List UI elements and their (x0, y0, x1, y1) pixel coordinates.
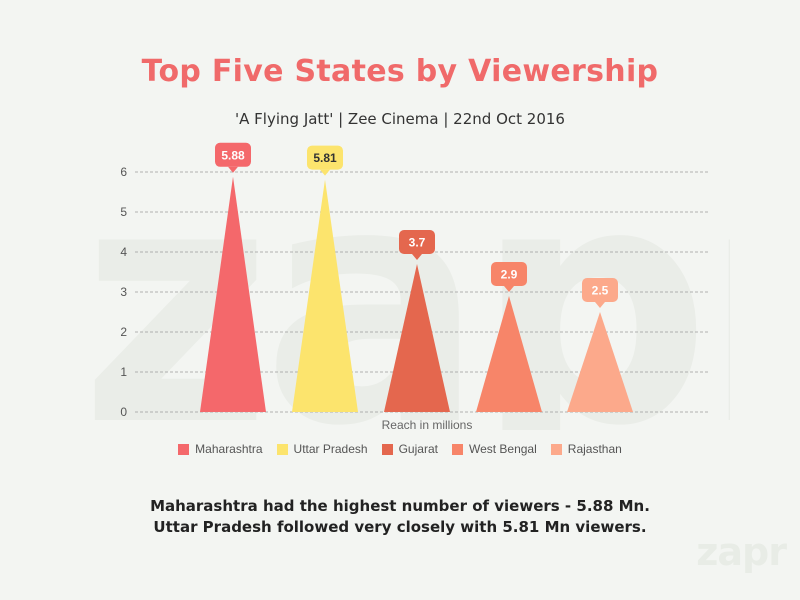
legend-item-rajasthan: Rajasthan (550, 442, 622, 456)
data-label-pointer (228, 166, 238, 173)
legend: Maharashtra Uttar Pradesh Gujarat West Beng… (0, 442, 800, 456)
page-title: Top Five States by Viewership (141, 54, 659, 89)
data-label-box (215, 142, 251, 167)
legend-swatch (276, 443, 288, 455)
legend-item-gujarat: Gujarat (381, 442, 438, 456)
data-label-pointer (504, 286, 514, 292)
data-label-west-bengal: 2.9 (491, 262, 527, 292)
legend-item-uttar-pradesh: Uttar Pradesh (276, 442, 368, 456)
data-label-text: 2.9 (501, 268, 518, 282)
caption: Maharashtra had the highest number of vi… (0, 496, 800, 538)
data-label-box (491, 262, 527, 286)
legend-swatch (381, 443, 393, 455)
data-label-uttar-pradesh: 5.81 (307, 145, 343, 176)
legend-item-maharashtra: Maharashtra (178, 442, 263, 456)
data-labels: 5.88 5.81 3.7 2.9 2.5 (215, 142, 618, 308)
bar-uttar-pradesh (292, 179, 358, 412)
page-subtitle: 'A Flying Jatt' | Zee Cinema | 22nd Oct … (235, 110, 565, 128)
data-label-box (582, 278, 618, 302)
bar-rajasthan (567, 312, 633, 412)
legend-label: Uttar Pradesh (293, 442, 368, 456)
data-label-text: 2.5 (592, 284, 609, 298)
zapr-logo: zapr (696, 530, 787, 574)
data-label-box (307, 145, 343, 170)
bar-maharashtra (200, 176, 266, 412)
legend-item-west-bengal: West Bengal (451, 442, 537, 456)
data-label-box (399, 230, 435, 254)
caption-line-1: Maharashtra had the highest number of vi… (150, 497, 650, 515)
data-label-pointer (320, 169, 330, 176)
bar-gujarat (384, 264, 450, 412)
data-label-text: 5.88 (221, 148, 245, 162)
y-tick-label: 6 (120, 165, 127, 179)
y-axis-ticks: 0 1 2 3 4 5 6 (120, 165, 127, 419)
x-axis-label: Reach in millions (382, 418, 473, 432)
caption-line-2: Uttar Pradesh followed very closely with… (153, 518, 647, 536)
y-tick-label: 2 (120, 325, 127, 339)
y-tick-label: 4 (120, 245, 127, 259)
data-label-gujarat: 3.7 (399, 230, 435, 260)
data-label-rajasthan: 2.5 (582, 278, 618, 308)
legend-label: Maharashtra (195, 442, 263, 456)
data-label-pointer (412, 254, 422, 260)
legend-label: Rajasthan (567, 442, 622, 456)
data-label-maharashtra: 5.88 (215, 142, 251, 173)
y-tick-label: 3 (120, 285, 127, 299)
y-tick-label: 0 (120, 405, 127, 419)
y-tick-label: 1 (120, 365, 127, 379)
legend-swatch (451, 443, 463, 455)
bar-west-bengal (476, 296, 542, 412)
legend-swatch (178, 443, 190, 455)
legend-swatch (550, 443, 562, 455)
bars (200, 176, 633, 412)
data-label-pointer (595, 302, 605, 308)
legend-label: West Bengal (468, 442, 537, 456)
data-label-text: 5.81 (313, 151, 337, 165)
data-label-text: 3.7 (409, 236, 426, 250)
legend-label: Gujarat (398, 442, 438, 456)
y-tick-label: 5 (120, 205, 127, 219)
